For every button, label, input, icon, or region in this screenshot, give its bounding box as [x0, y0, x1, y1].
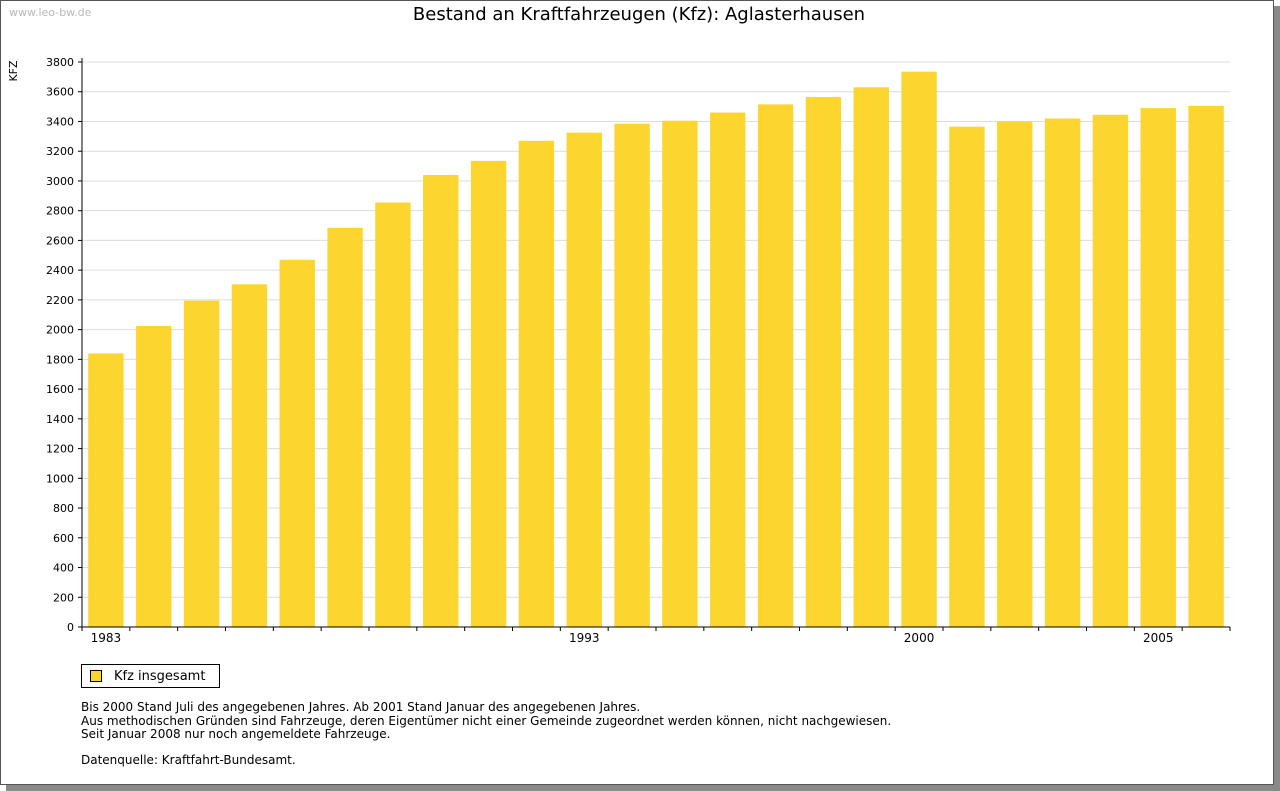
bar [662, 120, 698, 628]
x-tick-label: 2005 [1143, 631, 1174, 645]
bar [1044, 118, 1081, 627]
bar [423, 175, 459, 627]
bar [231, 284, 268, 627]
bar [327, 227, 363, 627]
bar [805, 96, 842, 627]
y-tick-label: 3600 [46, 86, 74, 99]
x-tick-label: 2000 [904, 631, 935, 645]
footnote-line: Seit Januar 2008 nur noch angemeldete Fa… [81, 727, 391, 741]
x-tick-label: 1993 [569, 631, 600, 645]
bar [853, 87, 889, 628]
bar [949, 126, 985, 627]
y-tick-label: 600 [53, 532, 74, 545]
y-tick-label: 2400 [46, 264, 74, 277]
y-tick-label: 1800 [46, 353, 74, 366]
y-tick-label: 0 [67, 621, 74, 634]
y-axis-label: KFZ [7, 60, 20, 82]
watermark: www.leo-bw.de [9, 6, 92, 19]
x-tick-label: 1983 [91, 631, 122, 645]
bar [518, 140, 555, 628]
y-tick-label: 400 [53, 562, 74, 575]
y-tick-label: 2800 [46, 205, 74, 218]
bar [470, 160, 507, 627]
legend: Kfz insgesamt [81, 664, 221, 688]
footnote-line: Aus methodischen Gründen sind Fahrzeuge,… [81, 713, 892, 728]
y-tick-label: 3400 [46, 115, 74, 128]
footnote-line: Bis 2000 Stand Juli des angegebenen Jahr… [81, 700, 641, 714]
bar [757, 104, 794, 627]
y-tick-label: 3200 [46, 145, 74, 158]
footnotes: Bis 2000 Stand Juli des angegebenen Jahr… [81, 700, 892, 742]
bar [279, 259, 315, 627]
bar [710, 112, 746, 628]
y-tick-label: 2600 [46, 234, 74, 247]
y-tick-label: 800 [53, 502, 74, 515]
bar [136, 325, 172, 627]
bar [183, 300, 220, 627]
y-tick-label: 1400 [46, 413, 74, 426]
bar [375, 202, 411, 627]
chart-title: Bestand an Kraftfahrzeugen (Kfz): Aglast… [412, 4, 866, 25]
bar [566, 132, 602, 627]
bar [88, 353, 124, 627]
legend-label: Kfz insgesamt [114, 668, 206, 684]
bar-chart: 0 200 400 600 800 1000 1200 1400 1600 1800 2000 220… [7, 56, 1231, 645]
data-source: Datenquelle: Kraftfahrt-Bundesamt. [81, 753, 296, 767]
y-tick-label: 2200 [46, 294, 74, 307]
y-tick-label: 3800 [46, 56, 74, 69]
bar [901, 71, 937, 627]
y-tick-label: 1000 [46, 472, 74, 485]
y-tick-label: 2000 [46, 324, 74, 337]
bar [997, 121, 1033, 627]
bar [1140, 108, 1176, 627]
y-tick-label: 1200 [46, 443, 74, 456]
legend-swatch [90, 670, 102, 682]
bar [614, 123, 650, 627]
bar [1092, 114, 1129, 627]
y-tick-label: 3000 [46, 175, 74, 188]
bar [1188, 105, 1224, 628]
y-tick-label: 200 [53, 591, 74, 604]
y-tick-label: 1600 [46, 383, 74, 396]
